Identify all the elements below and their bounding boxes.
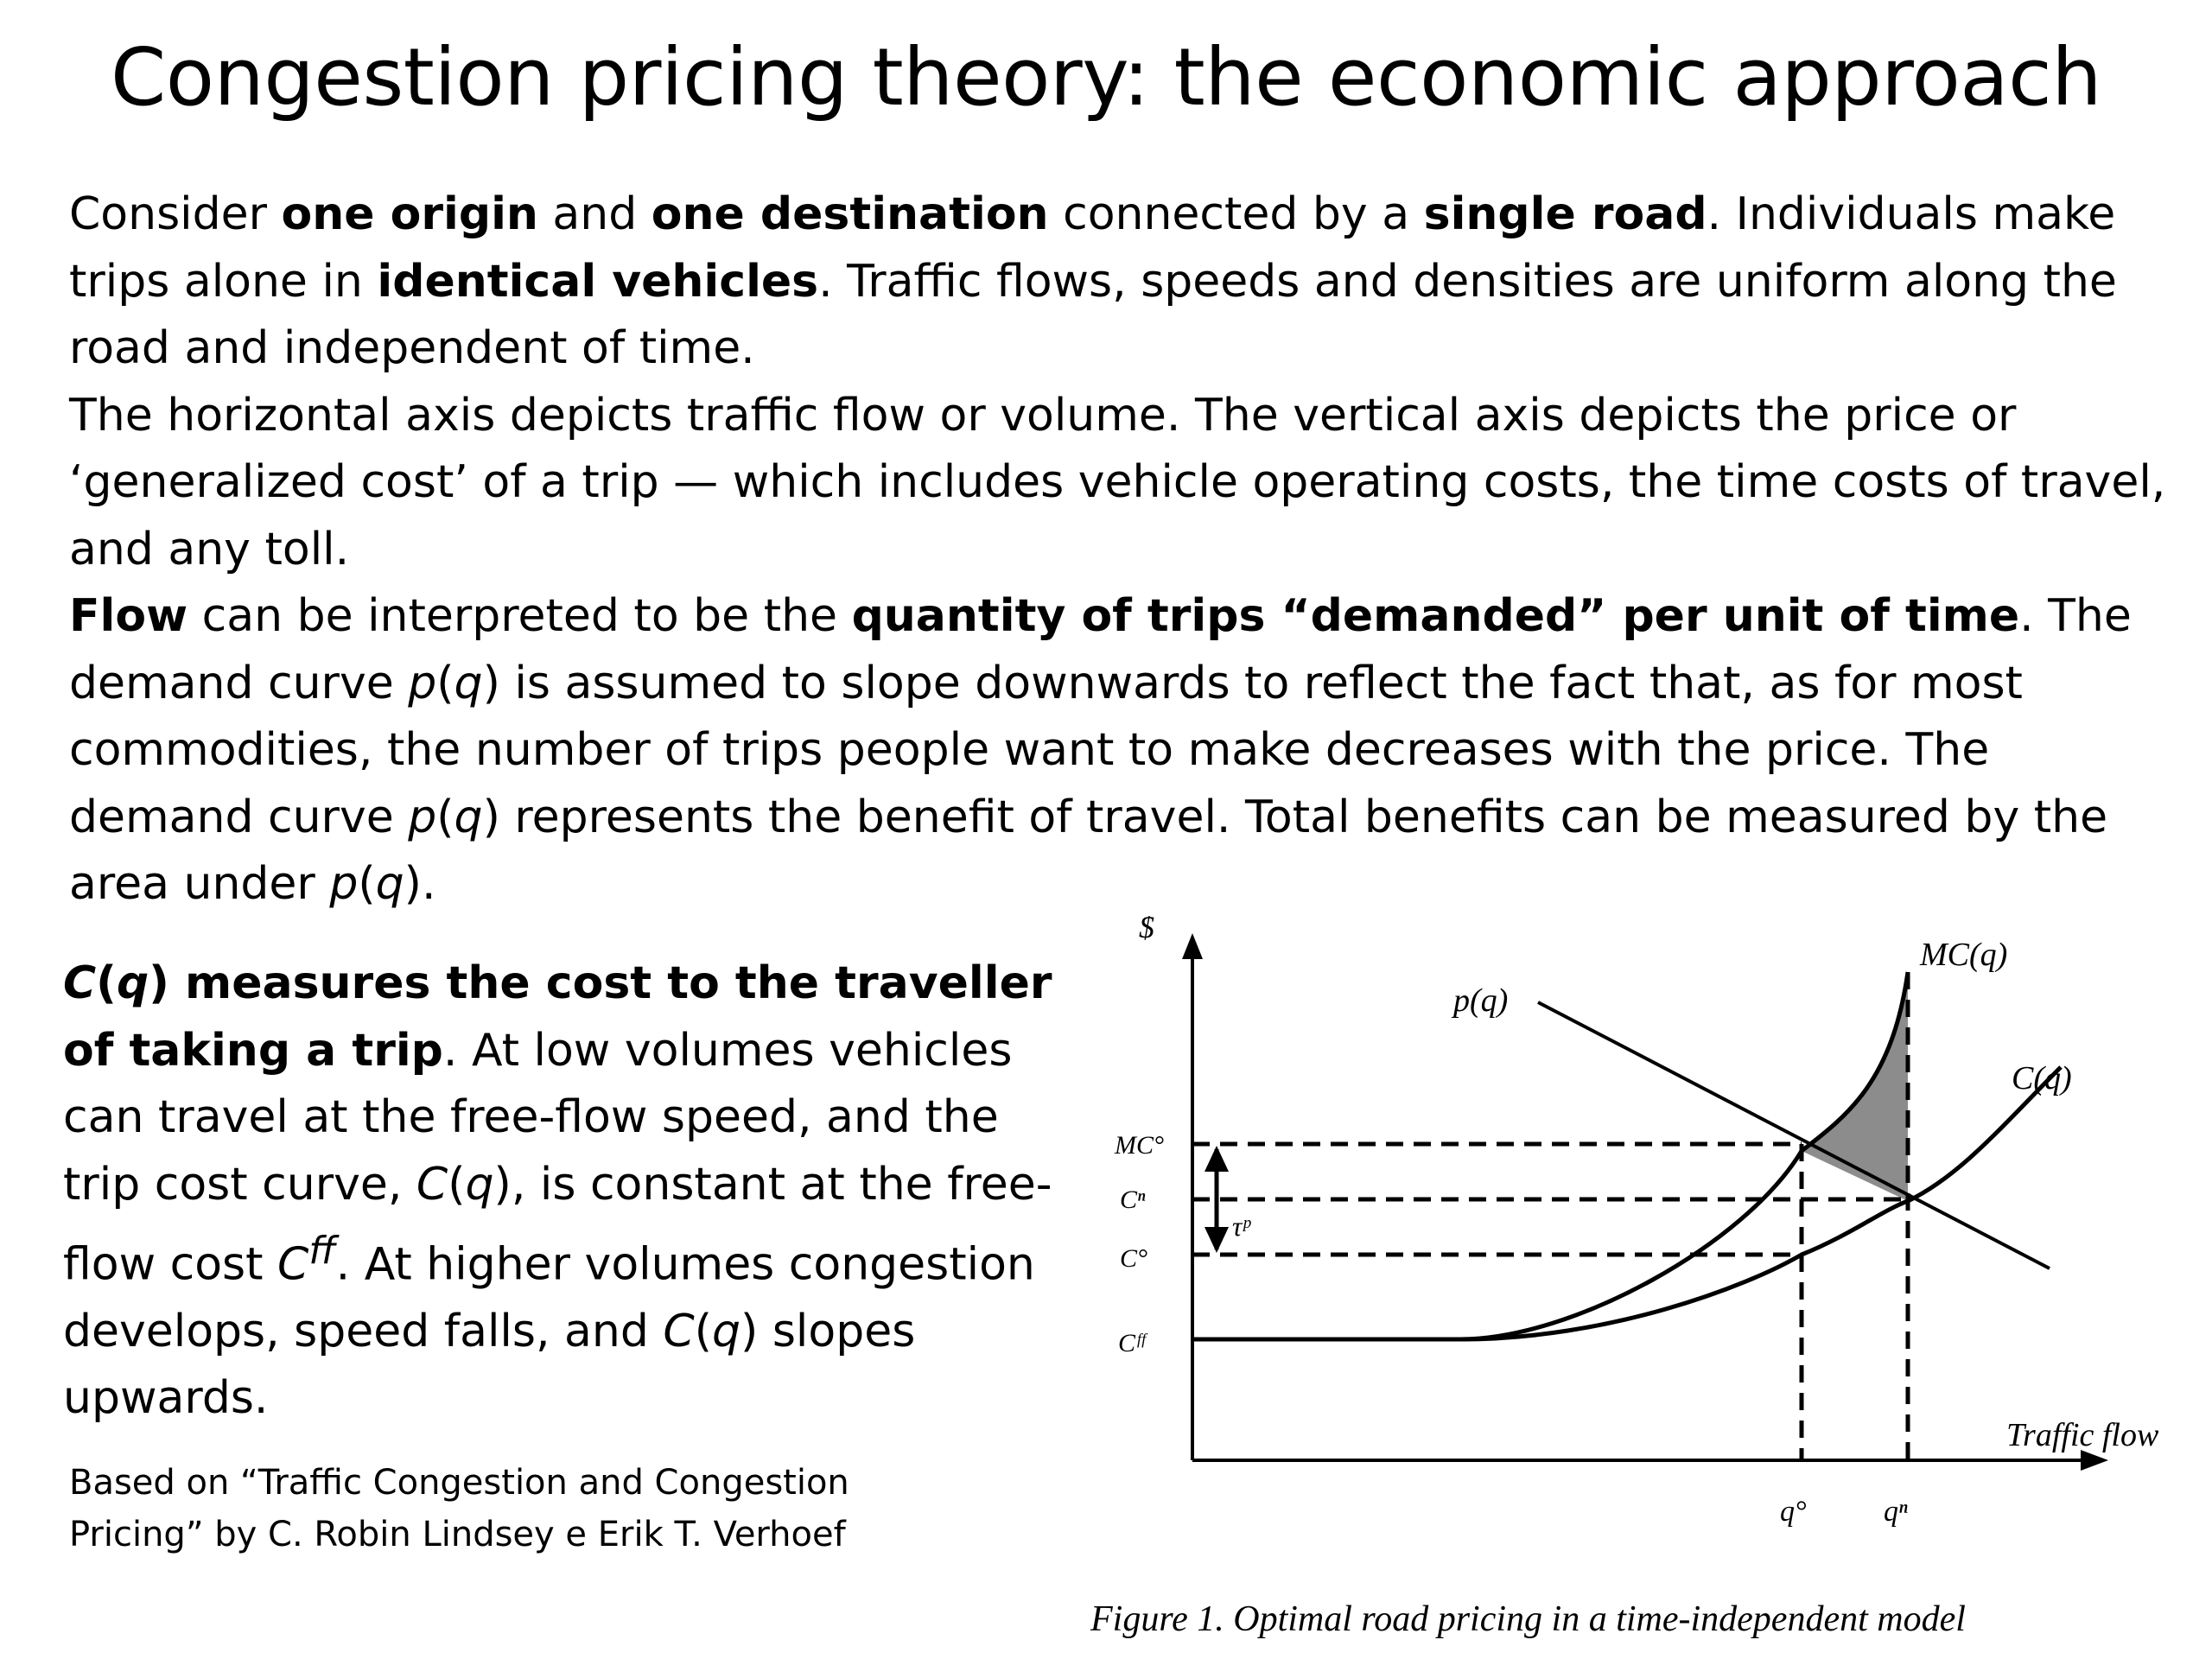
- text-run: (: [448, 1158, 466, 1211]
- cost-curve-text: C(q) measures the cost to the traveller …: [63, 950, 1065, 1433]
- cost-curve-label: C(q): [2012, 1060, 2072, 1096]
- math-var: C: [277, 1238, 309, 1291]
- slide-title: Congestion pricing theory: the economic …: [110, 31, 2102, 124]
- text-run: (: [694, 1305, 712, 1357]
- text-run: is assumed to slope downwards to reflect…: [69, 657, 2023, 843]
- math-var: p: [408, 791, 437, 843]
- y-tick-mc-opt: MC°: [1114, 1131, 1164, 1160]
- math-var: p: [408, 657, 437, 709]
- text-run: . At higher volumes congestion develops,…: [63, 1238, 1035, 1357]
- text-run: .: [421, 858, 436, 910]
- paragraph-setup: Consider one origin and one destination …: [69, 181, 2177, 383]
- math-var: C: [63, 957, 97, 1009]
- math-var: ff: [308, 1230, 336, 1273]
- text-run: ) measures the cost to the traveller of …: [63, 957, 1052, 1077]
- text-run: ): [404, 858, 422, 910]
- text-run: (: [436, 791, 454, 843]
- bold-run: C(q) measures the cost to the traveller …: [63, 957, 1052, 1077]
- bold-run: one destination: [651, 188, 1049, 240]
- x-axis-arrow: [2081, 1450, 2108, 1471]
- toll-arrow-head-up: [1205, 1146, 1229, 1172]
- text-run: represents the benefit of travel. Total …: [69, 791, 2108, 911]
- welfare-loss-area: [1802, 972, 1908, 1201]
- curve-cost: [1192, 1065, 2063, 1342]
- y-tick-c-n: Cⁿ: [1120, 1185, 1146, 1214]
- y-axis-label: $: [1139, 916, 1154, 944]
- math-var: q: [465, 1158, 494, 1211]
- citation: Based on “Traffic Congestion and Congest…: [69, 1457, 985, 1560]
- curve-demand: [1537, 1001, 2050, 1270]
- x-axis-label: Traffic flow: [2006, 1417, 2159, 1453]
- bold-run: single road: [1423, 188, 1707, 240]
- text-run: connected by a: [1048, 188, 1424, 240]
- bold-run: quantity of trips “demanded” per unit of…: [851, 590, 2020, 642]
- x-tick-q-n: qⁿ: [1884, 1496, 1908, 1528]
- math-var: q: [712, 1305, 741, 1357]
- text-run: ): [482, 791, 500, 843]
- paragraph-flow: Flow can be interpreted to be the quanti…: [69, 583, 2177, 918]
- text-run: and: [537, 188, 652, 240]
- mc-curve-label: MC(q): [1919, 937, 2007, 973]
- math-var: q: [454, 791, 483, 843]
- text-run: slopes upwards.: [63, 1305, 916, 1425]
- text-run: can be interpreted to be the: [188, 590, 852, 642]
- bold-run: identical vehicles: [377, 255, 819, 308]
- y-tick-c-opt: C°: [1120, 1244, 1147, 1273]
- math-var: q: [454, 657, 483, 709]
- toll-arrow-head-down: [1205, 1227, 1229, 1253]
- text-run: Consider: [69, 188, 282, 240]
- math-var: C: [663, 1305, 695, 1357]
- text-run: . The demand curve: [69, 590, 2132, 709]
- text-run: (: [96, 957, 117, 1009]
- figure-caption: Figure 1. Optimal road pricing in a time…: [1090, 1599, 1966, 1639]
- bold-run: one origin: [281, 188, 538, 240]
- figure-optimal-road-pricing: $ Traffic flow MC(q) p(q) C(q) MC° Cⁿ C°…: [1089, 916, 2212, 1659]
- text-run: ): [482, 657, 500, 709]
- y-axis-arrow: [1182, 933, 1203, 959]
- math-var: q: [375, 858, 404, 910]
- figure-svg: $ Traffic flow MC(q) p(q) C(q) MC° Cⁿ C°…: [1114, 916, 2159, 1528]
- text-run: . At low volumes vehicles can travel at …: [63, 1024, 1013, 1211]
- text-run: ): [493, 1158, 512, 1211]
- text-run: (: [436, 657, 454, 709]
- paragraph-axes: The horizontal axis depicts traffic flow…: [69, 389, 2166, 575]
- y-tick-c-ff: Cᶠᶠ: [1118, 1329, 1148, 1357]
- demand-curve-label: p(q): [1451, 982, 1508, 1019]
- intro-text: Consider one origin and one destination …: [69, 181, 2177, 918]
- bold-run: Flow: [69, 590, 188, 642]
- paragraph-cost: C(q) measures the cost to the traveller …: [63, 950, 1065, 1433]
- text-run: . Individuals make trips alone in: [69, 188, 2116, 308]
- text-run: ): [741, 1305, 759, 1357]
- toll-label: τᵖ: [1232, 1211, 1251, 1242]
- x-tick-q-opt: q°: [1780, 1496, 1807, 1528]
- citation-text: Based on “Traffic Congestion and Congest…: [69, 1463, 849, 1554]
- math-var: p: [329, 858, 359, 910]
- superscript: ff: [308, 1230, 335, 1273]
- math-var: C: [416, 1158, 448, 1211]
- text-run: (: [358, 858, 376, 910]
- math-var: q: [116, 957, 149, 1009]
- text-run: , is constant at the free-flow cost: [63, 1158, 1052, 1291]
- text-run: . Traffic flows, speeds and densities ar…: [69, 255, 2117, 375]
- curve-mc: [1192, 971, 1910, 1342]
